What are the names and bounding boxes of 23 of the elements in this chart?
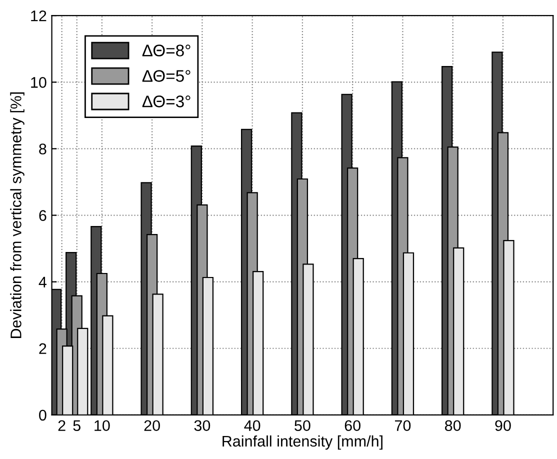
x-tick-label: 90 [495, 420, 511, 432]
x-tick-label: 80 [445, 420, 461, 432]
x-tick-label: 10 [94, 420, 110, 432]
y-tick-label: 0 [39, 410, 46, 421]
x-tick-label: 50 [294, 420, 310, 432]
x-tick-label: 5 [73, 420, 80, 432]
x-tick-label: 70 [395, 420, 411, 432]
legend-label: ΔΘ=3° [142, 96, 190, 108]
x-axis-title: Rainfall intensity [mm/h] [222, 435, 382, 450]
legend-label: ΔΘ=5° [142, 70, 190, 82]
x-tick-label: 60 [344, 420, 360, 432]
y-tick-label: 4 [38, 276, 46, 288]
legend-label: ΔΘ=8° [142, 44, 190, 56]
y-tick-label: 12 [31, 10, 46, 22]
y-tick-label: 6 [39, 210, 46, 221]
y-axis-title: Deviation from vertical symmetry [%] [10, 92, 24, 338]
y-tick-label: 8 [39, 144, 46, 154]
x-tick-label: 2 [58, 420, 66, 431]
x-tick-label: 20 [144, 420, 160, 432]
y-tick-label: 10 [31, 77, 46, 88]
x-tick-label: 30 [194, 420, 210, 432]
x-tick-label: 40 [244, 420, 260, 432]
y-tick-label: 2 [39, 343, 46, 354]
